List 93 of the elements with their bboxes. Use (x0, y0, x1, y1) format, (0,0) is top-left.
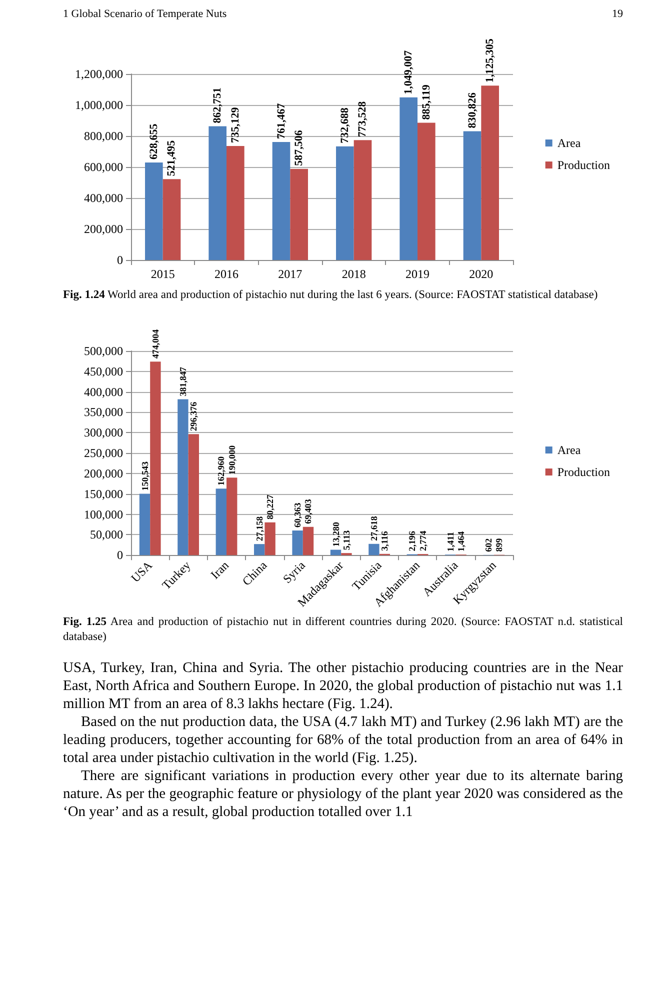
legend-label: Area (557, 443, 582, 457)
bar (418, 122, 436, 260)
y-tick-label: 450,000 (84, 364, 123, 378)
data-label: 862,751 (212, 88, 224, 124)
bar (139, 494, 150, 556)
data-label: 628,655 (148, 123, 160, 160)
data-label: 162,960 (216, 456, 226, 486)
data-label: 761,467 (275, 102, 288, 139)
bar (290, 168, 308, 260)
text: 19 (612, 8, 623, 20)
bar (178, 399, 188, 556)
y-tick-label: 200,000 (84, 466, 123, 480)
caption: Fig. 1.25 Area and production of pistachio nut in different countries during 2020. (Source: FAOSTAT n.d. statistical database) (63, 615, 623, 645)
data-label: 735,129 (229, 106, 242, 144)
y-tick-label: 350,000 (84, 405, 123, 420)
data-label: 5,113 (341, 530, 352, 550)
data-label: 521,495 (166, 140, 178, 176)
data-label: 27,158 (254, 516, 264, 542)
y-tick-label: 0 (117, 548, 123, 562)
data-label: 899 (494, 538, 504, 552)
x-tick-label: 2019 (406, 267, 430, 281)
legend-label: Production (557, 465, 610, 479)
data-label: 2,774 (418, 530, 428, 552)
bar (216, 488, 226, 556)
bar (188, 434, 199, 556)
bar (481, 86, 499, 260)
bar (463, 131, 482, 260)
text: 1 Global Scenario of Temperate Nuts (63, 8, 227, 20)
y-tick-label: 1,000,000 (75, 98, 123, 112)
legend-label: Production (557, 158, 610, 172)
bar (302, 526, 314, 556)
y-tick-label: 400,000 (84, 384, 123, 399)
y-tick-label: 1,200,000 (75, 67, 123, 81)
bar (330, 550, 342, 556)
data-label: 1,125,305 (484, 38, 496, 83)
data-label: 3,116 (380, 530, 390, 551)
data-label: 13,280 (330, 521, 341, 547)
text: Based on the nut production data, the USA (4.7 lakh MT) and Turkey (2.96 lakh MT) are the leading producers, together accounting for 68% of the total production from an area of 64% in total area under pistachio cultivation in the world (Fig. 1.25). (63, 713, 623, 767)
legend-label: Area (557, 136, 582, 150)
data-label: 69,403 (303, 498, 314, 524)
bar (208, 126, 226, 260)
bar (150, 362, 161, 556)
data-label: 27,618 (368, 516, 379, 541)
y-tick-label: 200,000 (84, 222, 123, 236)
bar (400, 97, 418, 260)
data-label: 1,049,007 (402, 50, 415, 94)
y-tick-label: 50,000 (90, 528, 123, 542)
y-tick-label: 400,000 (84, 191, 123, 205)
bar (354, 140, 372, 260)
bar (368, 544, 380, 556)
data-label: 587,506 (293, 130, 306, 166)
data-label: 885,119 (420, 84, 432, 120)
data-label: 150,543 (140, 460, 150, 491)
bar (292, 530, 303, 556)
text: USA, Turkey, Iran, China and Syria. The other pistachio producing countries are in the Near East, North Africa and Southern Europe. In 2020, the global production of pistachio nut was 1.1 million MT from an area of 8.3 lakhs hectare (Fig. 1.24). (63, 659, 623, 713)
bar (272, 142, 290, 260)
bar (145, 162, 163, 260)
bar (226, 146, 244, 260)
x-tick-label: Iran (208, 558, 232, 582)
x-tick-label: 2015 (150, 267, 175, 281)
data-label: 602 (484, 538, 494, 552)
data-label: 60,363 (292, 502, 303, 528)
x-tick-label: 2016 (214, 267, 238, 281)
data-label: 381,847 (178, 366, 188, 396)
y-tick-label: 250,000 (84, 446, 123, 460)
y-tick-label: 100,000 (84, 507, 123, 522)
bar (336, 146, 354, 260)
caption: Fig. 1.24 World area and production of pistachio nut during the last 6 years. (Source: FAOSTAT statistical database) (63, 288, 599, 303)
y-tick-label: 300,000 (84, 426, 123, 440)
y-tick-label: 800,000 (84, 129, 123, 143)
y-tick-label: 150,000 (84, 486, 123, 501)
bar (264, 522, 276, 556)
x-tick-label: USA (128, 558, 156, 586)
data-label: 732,688 (338, 107, 351, 144)
data-label: 1,464 (456, 530, 466, 552)
data-label: 773,528 (356, 100, 369, 138)
y-tick-label: 500,000 (84, 344, 123, 358)
data-label: 2,196 (407, 530, 418, 552)
data-label: 474,004 (150, 328, 160, 359)
x-tick-label: 2018 (342, 267, 366, 281)
y-tick-label: 600,000 (84, 160, 123, 174)
x-tick-label: 2017 (278, 267, 302, 281)
bar (162, 179, 181, 260)
data-label: 296,376 (188, 401, 199, 432)
data-label: 190,000 (226, 444, 237, 475)
data-label: 1,411 (445, 531, 456, 552)
data-label: 80,227 (265, 494, 276, 520)
x-tick-label: 2020 (469, 267, 494, 281)
data-label: 830,826 (466, 92, 478, 128)
text: There are significant variations in production every other year due to its alternate baring nature. As per the geographic feature or physiology of the plant year 2020 was considered as the ‘On year’ and as a result, global production totalled over 1.1 (63, 767, 623, 821)
bar (254, 544, 265, 556)
y-tick-label: 0 (117, 253, 123, 267)
bar (226, 478, 238, 556)
